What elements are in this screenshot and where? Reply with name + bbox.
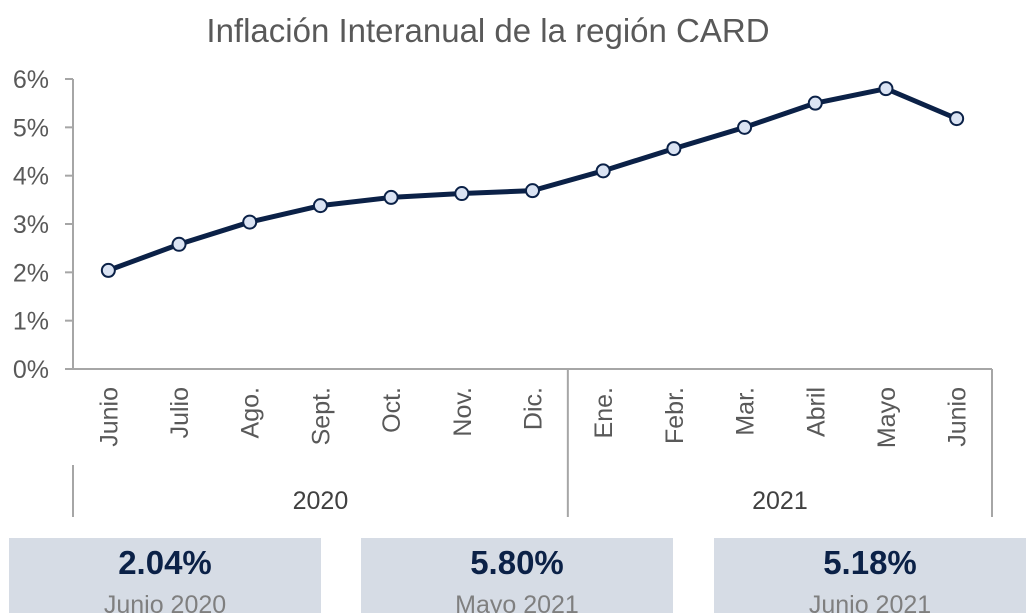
- x-tick-label: Nov.: [449, 387, 477, 437]
- data-point: [807, 95, 823, 111]
- data-point: [454, 186, 470, 202]
- x-tick-label: Dic.: [520, 387, 548, 430]
- stat-value: 5.80%: [470, 544, 564, 581]
- stat-label: Junio 2021: [808, 591, 932, 613]
- x-tick-label: Oct.: [378, 387, 406, 433]
- data-point: [595, 163, 611, 179]
- x-group-label: 2020: [293, 487, 349, 515]
- x-tick-label: Junio: [944, 387, 972, 447]
- stat-box-mayo-2021: 5.80% Mayo 2021: [361, 538, 673, 613]
- data-point: [666, 141, 682, 157]
- x-axis-ticks: Junio Julio Ago. Sept. Oct. Nov. Dic. Ene. Febr.…: [95, 387, 971, 448]
- data-point: [171, 236, 187, 252]
- line-chart: Inflación Interanual de la región CARD 0…: [13, 12, 993, 517]
- y-tick-label: 5%: [13, 114, 49, 142]
- x-tick-label: Ago.: [237, 387, 265, 438]
- y-tick-label: 0%: [13, 356, 49, 384]
- stat-label: Junio 2020: [103, 591, 227, 613]
- data-point: [525, 183, 540, 199]
- data-point: [878, 81, 894, 97]
- series-line: [107, 86, 958, 273]
- x-group-label: 2021: [752, 487, 808, 515]
- data-point: [242, 214, 258, 230]
- chart-axes: [72, 79, 992, 370]
- data-point: [312, 198, 328, 214]
- data-point: [100, 262, 116, 278]
- y-tick-label: 4%: [13, 163, 49, 191]
- chart-title: Inflación Interanual de la región CARD: [206, 12, 769, 49]
- x-axis-groups: 2020 2021: [72, 369, 993, 517]
- x-tick-label: Mar.: [732, 387, 760, 436]
- data-point: [383, 189, 399, 205]
- stat-value: 2.04%: [118, 544, 212, 581]
- stat-box-junio-2021: 5.18% Junio 2021: [714, 538, 1026, 613]
- stat-value: 5.18%: [823, 544, 917, 581]
- x-tick-label: Febr.: [661, 387, 689, 444]
- x-tick-label: Abril: [802, 387, 830, 437]
- x-tick-label: Junio: [95, 387, 123, 447]
- data-point: [949, 111, 965, 127]
- x-tick-label: Sept.: [307, 387, 335, 445]
- chart-series: [100, 81, 965, 278]
- x-tick-label: Ene.: [590, 387, 618, 438]
- stat-box-junio-2020: 2.04% Junio 2020: [9, 538, 321, 613]
- y-axis-ticks: 0% 1% 2% 3% 4% 5% 6%: [13, 66, 73, 384]
- x-tick-label: Mayo: [873, 387, 901, 448]
- x-tick-label: Julio: [166, 387, 194, 438]
- data-point: [737, 119, 753, 135]
- stat-label: Mayo 2021: [455, 591, 579, 613]
- y-tick-label: 6%: [13, 66, 49, 94]
- y-tick-label: 1%: [13, 308, 49, 336]
- y-tick-label: 2%: [13, 259, 49, 287]
- y-tick-label: 3%: [13, 211, 49, 239]
